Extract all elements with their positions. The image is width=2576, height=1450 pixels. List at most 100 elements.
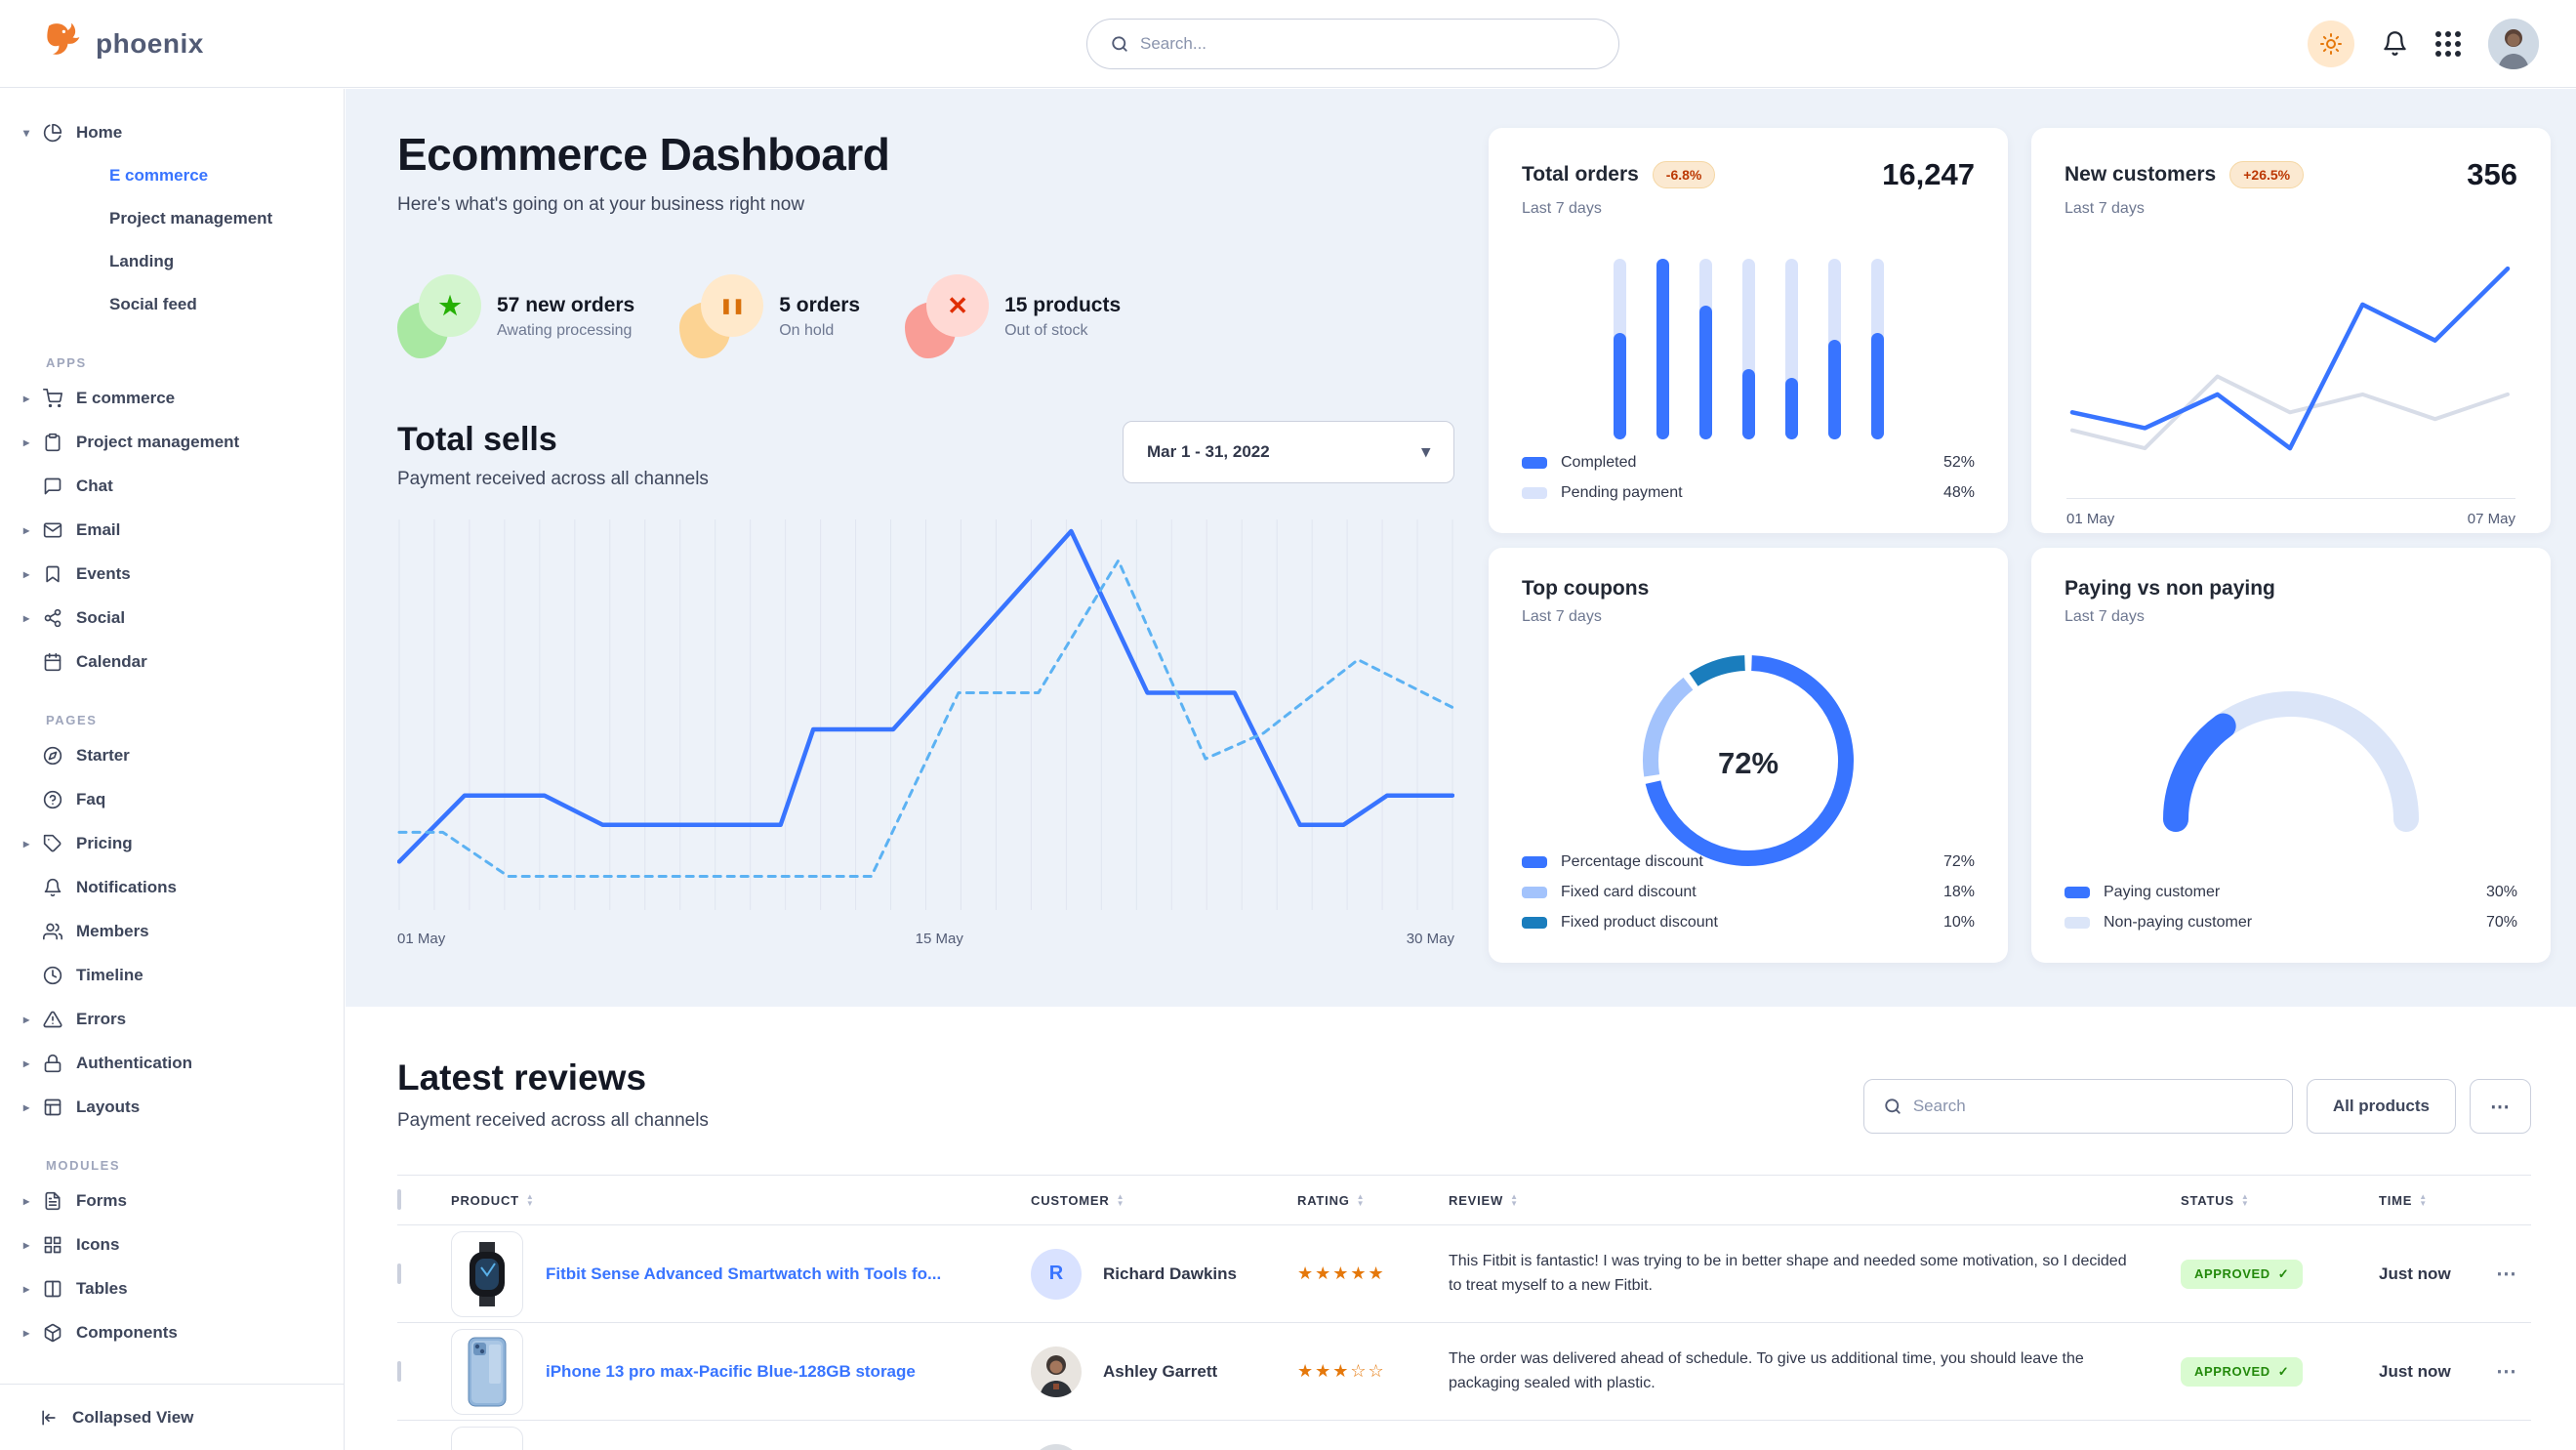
column-header-time[interactable]: TIME ▲ ▼: [2379, 1193, 2496, 1208]
mail-icon: [43, 520, 76, 540]
sidebar-item-starter[interactable]: Starter: [0, 733, 344, 777]
column-label: RATING: [1297, 1192, 1350, 1208]
column-header-rating[interactable]: RATING ▲ ▼: [1297, 1193, 1449, 1208]
columns-icon: [43, 1279, 76, 1299]
grid-icon: [43, 1235, 76, 1255]
legend-swatch: [1522, 855, 1547, 868]
customer-name: Ashley Garrett: [1103, 1361, 1218, 1381]
sidebar-item-chat[interactable]: Chat: [0, 464, 344, 508]
theme-toggle-button[interactable]: [2308, 20, 2354, 67]
help-circle-icon: [43, 790, 76, 809]
sidebar-item-components[interactable]: ▸ Components: [0, 1310, 344, 1354]
paying-gauge-chart: [2135, 665, 2447, 838]
apps-menu-button[interactable]: [2435, 30, 2461, 57]
compass-icon: [43, 746, 76, 766]
legend-swatch: [1522, 486, 1547, 499]
product-image: [451, 1328, 523, 1415]
all-products-button[interactable]: All products: [2306, 1079, 2456, 1134]
sidebar-item-home[interactable]: ▾ Home: [0, 110, 344, 154]
user-avatar[interactable]: [2488, 18, 2539, 69]
legend-item: Fixed product discount 10%: [1522, 907, 1975, 937]
sidebar-item-label: Errors: [76, 1009, 127, 1028]
trend-badge: +26.5%: [2229, 161, 2305, 188]
legend-label: Fixed card discount: [1561, 883, 1697, 900]
alert-triangle-icon: [43, 1010, 76, 1029]
sidebar-item-members[interactable]: Members: [0, 909, 344, 953]
orders-bar-chart: [1522, 259, 1975, 439]
sidebar-item-events[interactable]: ▸ Events: [0, 552, 344, 596]
order-bar: [1613, 259, 1626, 439]
sidebar: ▾ Home E commerce Project management Landin…: [0, 89, 345, 1450]
trend-badge: -6.8%: [1652, 161, 1716, 188]
select-all-checkbox[interactable]: [397, 1189, 401, 1210]
sidebar-item-tables[interactable]: ▸ Tables: [0, 1266, 344, 1310]
caret-right-icon: ▸: [23, 391, 30, 405]
product-image: [451, 1426, 523, 1450]
column-label: TIME: [2379, 1192, 2413, 1208]
product-link[interactable]: Fitbit Sense Advanced Smartwatch with To…: [546, 1264, 942, 1283]
reviews-search[interactable]: [1862, 1079, 2293, 1134]
sort-icon: ▲ ▼: [2240, 1192, 2250, 1208]
column-label: REVIEW: [1449, 1192, 1504, 1208]
notifications-button[interactable]: [2382, 30, 2408, 57]
row-more-button[interactable]: ⋯: [2496, 1263, 2516, 1285]
global-search[interactable]: [1086, 19, 1619, 69]
new-customers-card: New customers +26.5% 356 Last 7 days 01 …: [2031, 128, 2551, 533]
sidebar-item-label: Pricing: [76, 833, 133, 852]
row-checkbox[interactable]: [397, 1263, 401, 1284]
nine-dots-icon: [2435, 30, 2461, 57]
sidebar-item-layouts[interactable]: ▸ Layouts: [0, 1085, 344, 1129]
sidebar-item-forms[interactable]: ▸ Forms: [0, 1179, 344, 1222]
sidebar-item-icons[interactable]: ▸ Icons: [0, 1222, 344, 1266]
sidebar-item-project-management[interactable]: ▸ Project management: [0, 420, 344, 464]
review-time: Just now: [2379, 1264, 2451, 1283]
legend-value: 72%: [1942, 852, 1975, 870]
sidebar-subitem-social-feed[interactable]: Social feed: [109, 295, 197, 313]
reviews-search-input[interactable]: [1912, 1097, 2272, 1116]
lock-icon: [43, 1054, 76, 1073]
check-icon: ✓: [2277, 1363, 2290, 1379]
legend-item: Percentage discount 72%: [1522, 847, 1975, 877]
sidebar-item-notifications[interactable]: Notifications: [0, 865, 344, 909]
row-checkbox[interactable]: [397, 1360, 401, 1382]
search-icon: [1884, 1098, 1901, 1115]
sidebar-item-errors[interactable]: ▸ Errors: [0, 997, 344, 1041]
sidebar-item-calendar[interactable]: Calendar: [0, 640, 344, 684]
top-coupons-card: Top coupons Last 7 days 72% Percentage d…: [1489, 548, 2008, 963]
column-header-review[interactable]: REVIEW ▲ ▼: [1449, 1193, 2181, 1208]
pie-chart-icon: [43, 123, 76, 143]
date-range-select[interactable]: Mar 1 - 31, 2022 ▾: [1123, 421, 1454, 483]
product-link[interactable]: iPhone 13 pro max-Pacific Blue-128GB sto…: [546, 1361, 916, 1381]
sidebar-item-label: Notifications: [76, 877, 177, 896]
review-text: The order was delivered ahead of schedul…: [1449, 1349, 2084, 1391]
sidebar-item-label: Events: [76, 563, 131, 583]
sidebar-subitem-project-management[interactable]: Project management: [109, 209, 273, 228]
card-period: Last 7 days: [1522, 608, 1602, 625]
sidebar-item-e-commerce[interactable]: ▸ E commerce: [0, 376, 344, 420]
sidebar-item-authentication[interactable]: ▸ Authentication: [0, 1041, 344, 1085]
column-header-status[interactable]: STATUS ▲ ▼: [2181, 1193, 2379, 1208]
stat-label: Out of stock: [1004, 321, 1088, 339]
sidebar-item-pricing[interactable]: ▸ Pricing: [0, 821, 344, 865]
collapse-view-button[interactable]: Collapsed View: [0, 1384, 344, 1450]
card-period: Last 7 days: [2065, 608, 2145, 625]
sidebar-item-social[interactable]: ▸ Social: [0, 596, 344, 640]
sidebar-subitem-landing[interactable]: Landing: [109, 252, 175, 270]
brand[interactable]: phoenix: [0, 20, 204, 67]
calendar-icon: [43, 652, 76, 672]
sidebar-item-faq[interactable]: Faq: [0, 777, 344, 821]
row-more-button[interactable]: ⋯: [2496, 1360, 2516, 1383]
sidebar-section-label: APPS: [46, 355, 87, 370]
sidebar-subitem-e-commerce[interactable]: E commerce: [109, 166, 209, 185]
coupons-donut-chart: 72%: [1633, 645, 1863, 881]
bell-icon: [43, 878, 76, 897]
column-header-product[interactable]: PRODUCT ▲ ▼: [451, 1193, 1031, 1208]
reviews-more-button[interactable]: ⋯: [2470, 1079, 2531, 1134]
column-header-customer[interactable]: CUSTOMER ▲ ▼: [1031, 1193, 1297, 1208]
sort-icon: ▲ ▼: [1510, 1192, 1519, 1208]
rating-stars: ★★★★★: [1297, 1264, 1386, 1283]
reviews-title: Latest reviews: [397, 1057, 647, 1098]
sidebar-item-timeline[interactable]: Timeline: [0, 953, 344, 997]
global-search-input[interactable]: [1140, 34, 1595, 54]
sidebar-item-email[interactable]: ▸ Email: [0, 508, 344, 552]
